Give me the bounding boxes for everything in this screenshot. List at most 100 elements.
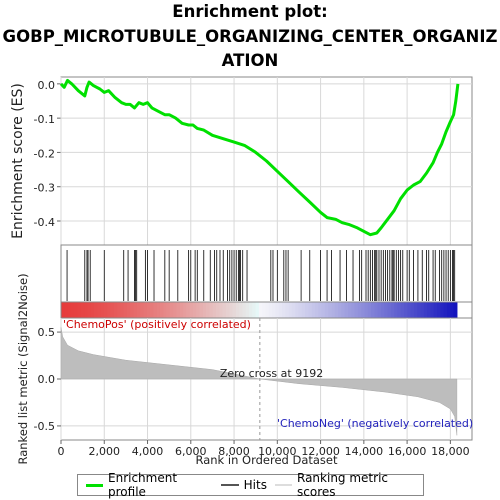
es-ytick-label: -0.1 — [34, 113, 55, 126]
metric-ytick-label: 0.0 — [38, 373, 56, 386]
rank-colorbar-segment — [420, 302, 425, 318]
rank-colorbar-segment — [371, 302, 375, 318]
zero-cross-label: Zero cross at 9192 — [220, 367, 323, 380]
rank-colorbar-segment — [321, 302, 326, 318]
rank-colorbar-segment — [242, 302, 247, 318]
rank-colorbar-segment — [166, 302, 171, 318]
legend: Enrichment profile Hits Ranking metric s… — [77, 471, 424, 499]
rank-colorbar-segment — [315, 302, 319, 318]
legend-swatch-enrichment — [86, 483, 103, 487]
rank-colorbar-segment — [199, 302, 204, 318]
metric-xlabel: Rank in Ordered Dataset — [195, 453, 338, 467]
rank-colorbar-segment — [179, 302, 184, 318]
es-ytick-label: -0.3 — [34, 182, 55, 195]
rank-colorbar-segment — [216, 302, 220, 318]
legend-item-enrichment-profile: Enrichment profile — [86, 471, 213, 499]
pos-correlated-label: 'ChemoPos' (positively correlated) — [63, 318, 251, 331]
es-ylabel: Enrichment score (ES) — [10, 83, 26, 239]
rank-colorbar-segment — [163, 302, 168, 318]
rank-colorbar-segment — [235, 302, 240, 318]
rank-colorbar-segment — [107, 302, 112, 318]
rank-colorbar-segment — [64, 302, 69, 318]
rank-colorbar-segment — [143, 302, 148, 318]
rank-colorbar-segment — [288, 302, 293, 318]
rank-colorbar-segment — [136, 302, 141, 318]
rank-colorbar-segment — [318, 302, 323, 318]
rank-colorbar-segment — [225, 302, 230, 318]
rank-colorbar-segment — [272, 302, 277, 318]
metric-xtick-label: 8,000 — [218, 445, 250, 458]
rank-colorbar-segment — [252, 302, 257, 318]
rank-colorbar-segment — [77, 302, 82, 318]
rank-colorbar-segment — [278, 302, 283, 318]
rank-colorbar-segment — [377, 302, 382, 318]
legend-swatch-ranking — [274, 484, 292, 486]
rank-colorbar-segment — [384, 302, 389, 318]
ranking-metric-area — [60, 327, 458, 436]
rank-colorbar-segment — [219, 302, 224, 318]
rank-colorbar-segment — [117, 302, 121, 318]
rank-colorbar-segment — [113, 302, 118, 318]
rank-colorbar-segment — [133, 302, 138, 318]
rank-colorbar-segment — [282, 302, 286, 318]
legend-swatch-hits — [220, 484, 239, 486]
rank-colorbar-segment — [423, 302, 428, 318]
rank-colorbar-segment — [245, 302, 250, 318]
rank-colorbar-segment — [305, 302, 310, 318]
rank-colorbar-segment — [239, 302, 244, 318]
rank-colorbar-segment — [361, 302, 366, 318]
rank-colorbar-segment — [156, 302, 161, 318]
rank-colorbar-segment — [70, 302, 75, 318]
legend-label-ranking: Ranking metric scores — [297, 471, 388, 499]
rank-colorbar-segment — [354, 302, 359, 318]
chart-title-line1: Enrichment plot: — [172, 2, 328, 21]
rank-colorbar-segment — [397, 302, 402, 318]
metric-xtick-label: 14,000 — [345, 445, 384, 458]
rank-colorbar-segment — [140, 302, 145, 318]
rank-colorbar-segment — [183, 302, 187, 318]
rank-colorbar-segment — [189, 302, 194, 318]
rank-colorbar-segment — [110, 302, 115, 318]
neg-correlated-label: 'ChemoNeg' (negatively correlated) — [277, 417, 473, 430]
rank-colorbar-segment — [427, 302, 432, 318]
rank-colorbar-segment — [258, 302, 263, 318]
rank-colorbar-segment — [390, 302, 395, 318]
rank-colorbar-segment — [331, 302, 336, 318]
rank-colorbar-segment — [351, 302, 356, 318]
rank-colorbar-segment — [413, 302, 418, 318]
rank-colorbar-segment — [146, 302, 151, 318]
rank-colorbar-segment — [407, 302, 412, 318]
es-ytick-label: -0.2 — [34, 147, 55, 160]
rank-colorbar-segment — [344, 302, 349, 318]
rank-colorbar-segment — [103, 302, 108, 318]
rank-colorbar-segment — [120, 302, 125, 318]
rank-colorbar-segment — [229, 302, 234, 318]
metric-ytick-label: -0.5 — [34, 420, 55, 433]
rank-colorbar-segment — [169, 302, 174, 318]
legend-label-hits: Hits — [243, 478, 267, 492]
rank-colorbar-segment — [443, 302, 448, 318]
rank-colorbar-segment — [437, 302, 441, 318]
rank-colorbar-segment — [186, 302, 191, 318]
rank-colorbar-segment — [430, 302, 435, 318]
rank-colorbar-segment — [410, 302, 415, 318]
rank-colorbar-segment — [206, 302, 211, 318]
rank-colorbar-segment — [80, 302, 85, 318]
rank-colorbar-segment — [380, 302, 385, 318]
rank-colorbar-segment — [450, 302, 455, 318]
rank-colorbar-segment — [249, 302, 253, 318]
rank-colorbar-segment — [123, 302, 128, 318]
rank-colorbar-segment — [153, 302, 158, 318]
rank-colorbar-segment — [400, 302, 405, 318]
rank-colorbar-segment — [387, 302, 392, 318]
metric-xtick-label: 4,000 — [132, 445, 164, 458]
rank-colorbar-segment — [417, 302, 422, 318]
rank-colorbar-segment — [97, 302, 102, 318]
rank-colorbar-segment — [202, 302, 207, 318]
es-ytick-label: -0.4 — [34, 216, 55, 229]
rank-colorbar-segment — [334, 302, 339, 318]
chart-title-line3: ATION — [221, 51, 279, 70]
legend-label-enrichment: Enrichment profile — [108, 471, 178, 499]
rank-colorbar-segment — [308, 302, 313, 318]
